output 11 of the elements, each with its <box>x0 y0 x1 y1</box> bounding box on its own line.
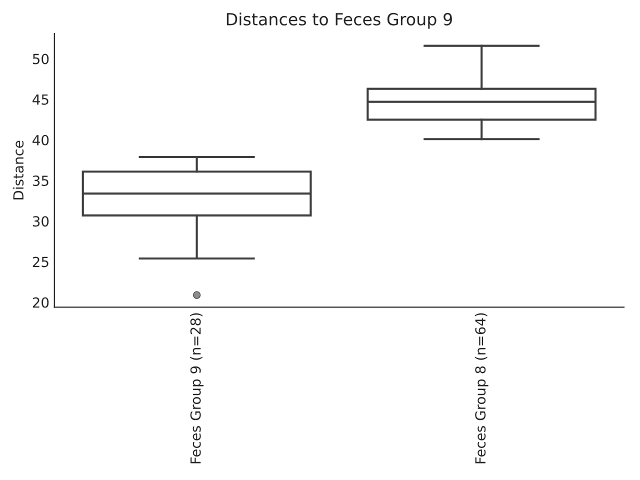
y-tick-label: 45 <box>32 94 48 105</box>
y-tick-label: 20 <box>32 297 49 308</box>
y-tick-label: 35 <box>32 176 48 186</box>
y-axis-title: Distance <box>12 140 24 200</box>
y-tick-label: 30 <box>32 216 49 227</box>
chart-title: Distances to Feces Group 9 <box>226 12 452 29</box>
y-tick-label: 25 <box>32 256 48 268</box>
x-tick-label: Feces Group 9 (n=28) <box>190 313 204 464</box>
y-tick-label: 50 <box>32 54 49 64</box>
x-tick-label: Feces Group 8 (n=64) <box>474 313 488 464</box>
y-tick-label: 40 <box>32 134 49 146</box>
